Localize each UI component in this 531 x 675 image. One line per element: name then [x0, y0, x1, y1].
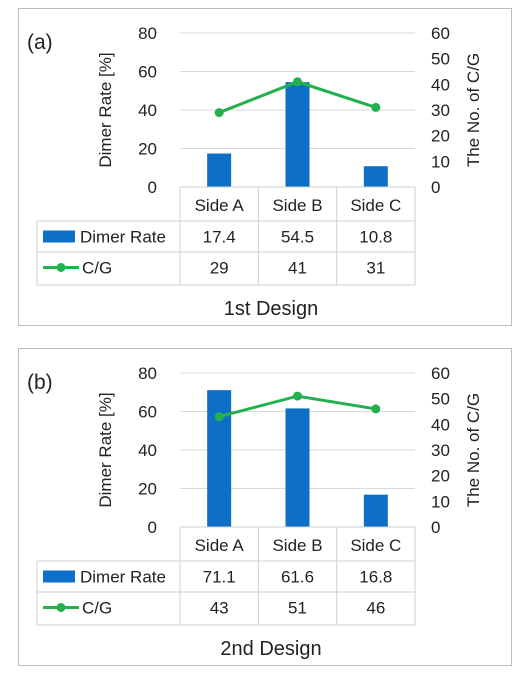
y2-tick-label: 30: [431, 441, 450, 460]
chart-b-svg: 0 20 40 60 80 0 10 20 30 40 50 60 Dimer Rate [%] The …: [27, 364, 483, 660]
chart-title: 1st Design: [224, 298, 319, 320]
y-axis-label: Dimer Rate [%]: [96, 392, 115, 507]
line-point: [293, 391, 302, 401]
data-value: 54.5: [281, 228, 314, 247]
chart-a-svg: 0 20 40 60 80 0 10 20 30 40 50 60 Dimer Rate [%] The …: [27, 24, 483, 320]
chart-title: 2nd Design: [220, 638, 321, 660]
y2-tick-label: 20: [431, 127, 450, 146]
y2-tick-label: 0: [431, 518, 440, 537]
bar: [363, 494, 388, 527]
data-value: 17.4: [203, 228, 236, 247]
y2-tick-label: 10: [431, 492, 450, 511]
legend-label: C/G: [82, 259, 112, 278]
y2-tick-label: 10: [431, 152, 450, 171]
line-point: [371, 404, 381, 414]
bar: [285, 82, 310, 187]
y-tick-label: 40: [138, 101, 157, 120]
y-tick-label: 60: [138, 403, 157, 422]
legend-label: Dimer Rate: [80, 228, 166, 247]
chart-panel-a: 0 20 40 60 80 0 10 20 30 40 50 60 Dimer Rate [%] The …: [18, 8, 512, 326]
panel-label: (b): [27, 371, 53, 394]
y2-axis-label: The No. of C/G: [464, 393, 483, 507]
y2-tick-label: 60: [431, 24, 450, 43]
legend-swatch-bar: [43, 230, 75, 243]
bar: [207, 153, 232, 187]
bar: [363, 166, 388, 187]
data-value: 46: [366, 599, 385, 618]
legend-swatch-point: [56, 603, 66, 612]
y2-tick-label: 40: [431, 415, 450, 434]
data-value: 43: [210, 599, 229, 618]
y2-tick-label: 20: [431, 467, 450, 486]
y2-tick-label: 60: [431, 364, 450, 383]
y-tick-label: 20: [138, 480, 157, 499]
legend-label: Dimer Rate: [80, 568, 166, 587]
legend-swatch-bar: [43, 570, 75, 583]
y-tick-label: 20: [138, 140, 157, 159]
y-tick-label: 80: [138, 364, 157, 383]
panel-label: (a): [27, 31, 53, 54]
data-value: 10.8: [359, 228, 392, 247]
bar: [285, 408, 310, 527]
y-tick-label: 60: [138, 63, 157, 82]
line-point: [214, 412, 224, 422]
legend-label: C/G: [82, 599, 112, 618]
line-point: [371, 102, 381, 112]
data-value: 16.8: [359, 568, 392, 587]
category-label: Side A: [195, 196, 245, 215]
y-tick-label: 0: [148, 178, 157, 197]
y2-tick-label: 50: [431, 50, 450, 69]
category-label: Side B: [272, 196, 322, 215]
bar: [207, 390, 232, 527]
legend-swatch-point: [56, 263, 66, 272]
y-tick-label: 0: [148, 518, 157, 537]
data-value: 29: [210, 259, 229, 278]
data-value: 51: [288, 599, 307, 618]
y2-tick-label: 40: [431, 75, 450, 94]
y2-axis-label: The No. of C/G: [464, 53, 483, 167]
y2-tick-label: 30: [431, 101, 450, 120]
category-label: Side C: [350, 196, 401, 215]
y-tick-label: 80: [138, 24, 157, 43]
category-label: Side B: [272, 536, 322, 555]
y-axis-label: Dimer Rate [%]: [96, 52, 115, 167]
y2-tick-label: 0: [431, 178, 440, 197]
data-value: 41: [288, 259, 307, 278]
chart-panel-b: 0 20 40 60 80 0 10 20 30 40 50 60 Dimer Rate [%] The …: [18, 348, 512, 666]
y2-tick-label: 50: [431, 390, 450, 409]
category-label: Side A: [195, 536, 245, 555]
data-value: 61.6: [281, 568, 314, 587]
line-point: [214, 108, 224, 118]
data-value: 71.1: [203, 568, 236, 587]
data-value: 31: [366, 259, 385, 278]
y-tick-label: 40: [138, 441, 157, 460]
line-point: [293, 77, 302, 87]
category-label: Side C: [350, 536, 401, 555]
